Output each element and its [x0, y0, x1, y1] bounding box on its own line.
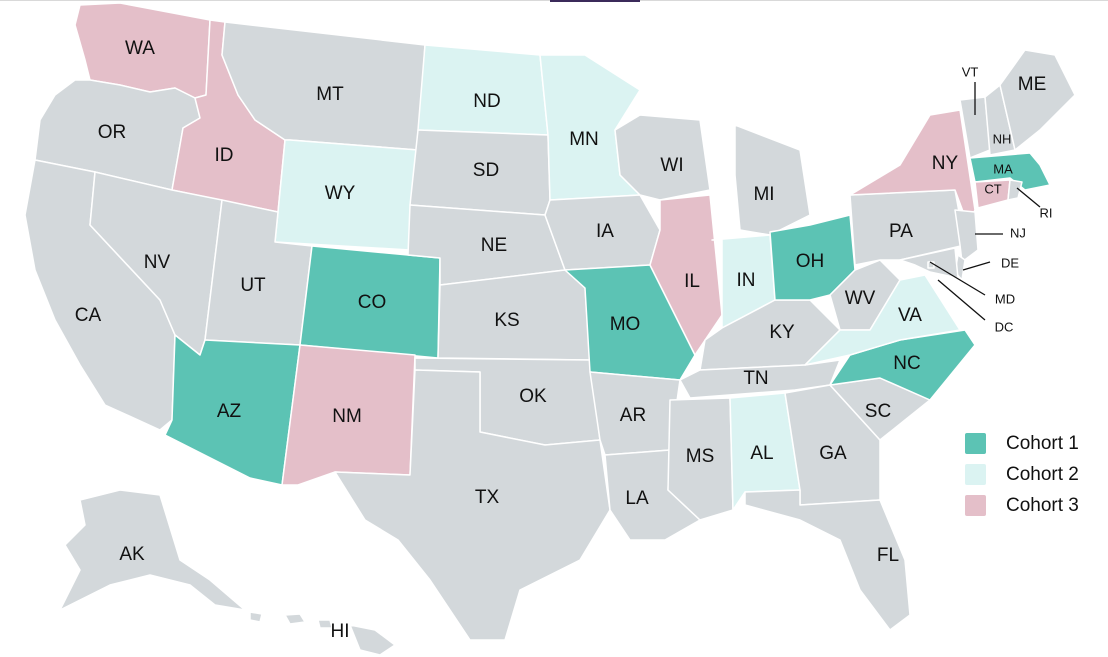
state-label: ID	[215, 145, 234, 166]
label-leader-lines	[929, 82, 1041, 321]
leader-md	[929, 261, 986, 296]
state-mi[interactable]	[734, 124, 811, 236]
state-label: NH	[993, 131, 1012, 146]
state-label: ND	[473, 91, 500, 112]
state-tn[interactable]	[679, 359, 841, 399]
legend-item-cohort-1: Cohort 1	[965, 428, 1100, 459]
legend-label: Cohort 1	[1006, 432, 1079, 454]
state-nd[interactable]	[417, 44, 549, 136]
state-label: MO	[610, 314, 641, 335]
state-va[interactable]	[804, 274, 961, 366]
leader-dc	[937, 279, 986, 321]
state-label: LA	[625, 488, 649, 509]
state-label: OH	[796, 251, 825, 272]
state-label: SC	[865, 401, 891, 422]
state-tx[interactable]	[334, 369, 611, 641]
state-me[interactable]	[999, 49, 1076, 151]
state-label: RI	[1040, 205, 1053, 220]
leader-de	[962, 261, 991, 271]
state-label: CO	[358, 292, 387, 313]
state-ri[interactable]	[1007, 179, 1023, 201]
state-label: OR	[98, 122, 127, 143]
state-label: DC	[995, 319, 1014, 334]
state-label: VA	[898, 305, 922, 326]
state-label: VT	[962, 64, 979, 79]
state-label: MI	[753, 184, 774, 205]
state-labels: WA OR CA ID NV MT WY UT AZ CO NM ND SD N…	[75, 38, 1053, 642]
state-label: PA	[889, 221, 913, 242]
state-label: NY	[932, 153, 959, 174]
top-accent-bar	[550, 0, 640, 2]
state-label: TN	[743, 368, 768, 389]
state-label: ME	[1018, 74, 1047, 95]
state-label: NM	[332, 406, 362, 427]
state-label: MD	[995, 291, 1015, 306]
state-label: FL	[877, 545, 899, 566]
leader-ri	[1016, 187, 1041, 208]
state-shapes	[24, 2, 1076, 656]
state-label: KS	[494, 310, 519, 331]
legend-swatch	[965, 433, 986, 454]
state-label: AL	[750, 443, 773, 464]
legend-item-cohort-3: Cohort 3	[965, 490, 1100, 521]
state-label: SD	[473, 160, 499, 181]
state-label: HI	[331, 621, 350, 642]
state-nj[interactable]	[954, 209, 979, 263]
legend-swatch	[965, 495, 986, 516]
state-label: MN	[569, 129, 599, 150]
state-label: CA	[75, 305, 102, 326]
state-label: WY	[325, 183, 356, 204]
cohort-legend: Cohort 1 Cohort 2 Cohort 3	[965, 428, 1100, 521]
state-label: DE	[1001, 255, 1019, 270]
state-label: NC	[893, 353, 920, 374]
state-label: NJ	[1010, 225, 1026, 240]
state-label: IN	[737, 270, 756, 291]
state-label: AK	[119, 544, 145, 565]
legend-swatch	[965, 464, 986, 485]
state-label: WA	[125, 38, 155, 59]
state-label: OK	[519, 386, 547, 407]
state-label: IL	[684, 271, 700, 292]
state-label: MT	[316, 84, 344, 105]
state-label: CT	[984, 181, 1001, 196]
state-ny[interactable]	[849, 109, 976, 226]
state-label: NV	[144, 252, 171, 273]
state-label: NE	[481, 235, 507, 256]
state-label: TX	[475, 487, 500, 508]
legend-label: Cohort 3	[1006, 494, 1079, 516]
state-label: WI	[660, 155, 683, 176]
state-ak[interactable]	[59, 489, 246, 611]
state-label: WV	[845, 288, 876, 309]
legend-label: Cohort 2	[1006, 463, 1079, 485]
state-label: AR	[620, 405, 646, 426]
state-label: MS	[686, 446, 715, 467]
state-label: IA	[596, 221, 614, 242]
state-label: UT	[240, 275, 266, 296]
state-hi[interactable]	[249, 611, 396, 656]
state-il[interactable]	[649, 194, 723, 356]
legend-item-cohort-2: Cohort 2	[965, 459, 1100, 490]
state-label: AZ	[217, 401, 242, 422]
state-label: GA	[819, 443, 847, 464]
state-fl[interactable]	[744, 489, 911, 631]
state-label: MA	[993, 161, 1013, 176]
state-ms[interactable]	[667, 397, 734, 521]
state-wi[interactable]	[614, 114, 711, 201]
state-label: KY	[769, 322, 795, 343]
